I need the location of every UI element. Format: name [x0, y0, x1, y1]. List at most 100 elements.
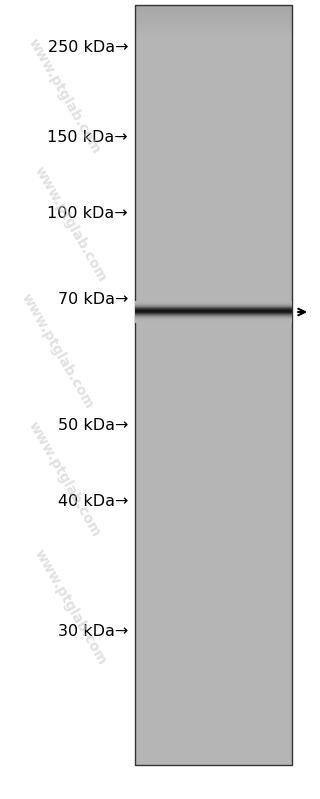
Bar	[135, 406, 292, 408]
Bar	[135, 582, 292, 586]
Bar	[135, 290, 292, 292]
Bar	[135, 98, 292, 101]
Bar	[135, 96, 292, 99]
Bar	[135, 476, 292, 479]
Bar	[135, 425, 292, 427]
Text: 70 kDa→: 70 kDa→	[58, 292, 128, 308]
Bar	[135, 523, 292, 527]
Bar	[135, 683, 292, 686]
Bar	[135, 275, 292, 277]
Bar	[135, 351, 292, 353]
Bar	[135, 385, 292, 388]
Bar	[135, 104, 292, 106]
Bar	[135, 621, 292, 623]
Bar	[135, 585, 292, 587]
Bar	[135, 100, 292, 103]
Bar	[135, 646, 292, 648]
Bar	[135, 547, 292, 549]
Bar	[135, 727, 292, 729]
Bar	[135, 5, 292, 8]
Bar	[135, 497, 292, 500]
Bar	[135, 254, 292, 256]
Bar	[135, 41, 292, 44]
Bar	[135, 592, 292, 594]
Bar	[135, 588, 292, 591]
Bar	[135, 704, 292, 707]
Bar	[135, 419, 292, 422]
Bar	[135, 311, 292, 313]
Bar	[135, 679, 292, 682]
Bar	[135, 515, 292, 517]
Bar	[135, 698, 292, 702]
Bar	[135, 630, 292, 633]
Bar	[135, 508, 292, 511]
Bar	[135, 368, 292, 371]
Bar	[135, 292, 292, 295]
Bar	[135, 191, 292, 194]
Bar	[135, 377, 292, 380]
Bar	[135, 267, 292, 270]
Bar	[135, 475, 292, 477]
Bar	[135, 640, 292, 642]
Bar	[135, 516, 292, 519]
Bar	[135, 66, 292, 69]
Bar	[135, 153, 292, 156]
Bar	[135, 706, 292, 709]
Bar	[135, 53, 292, 55]
Bar	[135, 505, 292, 507]
Bar	[135, 744, 292, 747]
Bar	[135, 432, 292, 435]
Bar	[135, 134, 292, 137]
Bar	[135, 235, 292, 237]
Bar	[135, 166, 292, 169]
Bar	[135, 533, 292, 536]
Bar	[135, 225, 292, 228]
Bar	[135, 558, 292, 561]
Bar	[135, 742, 292, 745]
Bar	[135, 13, 292, 15]
Bar	[135, 362, 292, 365]
Bar	[135, 170, 292, 173]
Bar	[135, 14, 292, 18]
Bar	[135, 613, 292, 616]
Bar	[135, 24, 292, 26]
Bar	[135, 185, 292, 189]
Bar	[135, 157, 292, 160]
Bar	[135, 28, 292, 30]
Bar	[135, 360, 292, 363]
Bar	[135, 414, 292, 416]
Bar	[135, 628, 292, 631]
Bar	[135, 71, 292, 74]
Bar	[135, 240, 292, 244]
Bar	[135, 520, 292, 523]
Bar	[135, 603, 292, 606]
Bar	[135, 670, 292, 673]
Bar	[135, 39, 292, 42]
Bar	[135, 5, 292, 765]
Bar	[135, 279, 292, 281]
Bar	[135, 62, 292, 65]
Bar	[135, 189, 292, 192]
Bar	[135, 332, 292, 335]
Bar	[135, 490, 292, 492]
Bar	[135, 668, 292, 671]
Bar	[135, 176, 292, 179]
Bar	[135, 297, 292, 300]
Bar	[135, 220, 292, 222]
Bar	[135, 145, 292, 149]
Bar	[135, 697, 292, 699]
Bar	[135, 224, 292, 226]
Bar	[135, 199, 292, 201]
Bar	[135, 300, 292, 302]
Bar	[135, 248, 292, 251]
Bar	[135, 602, 292, 604]
Bar	[135, 693, 292, 695]
Bar	[135, 634, 292, 637]
Bar	[135, 309, 292, 312]
Bar	[135, 301, 292, 304]
Bar	[135, 188, 292, 190]
Bar	[135, 417, 292, 420]
Bar	[135, 749, 292, 753]
Bar	[135, 398, 292, 401]
Bar	[135, 543, 292, 546]
